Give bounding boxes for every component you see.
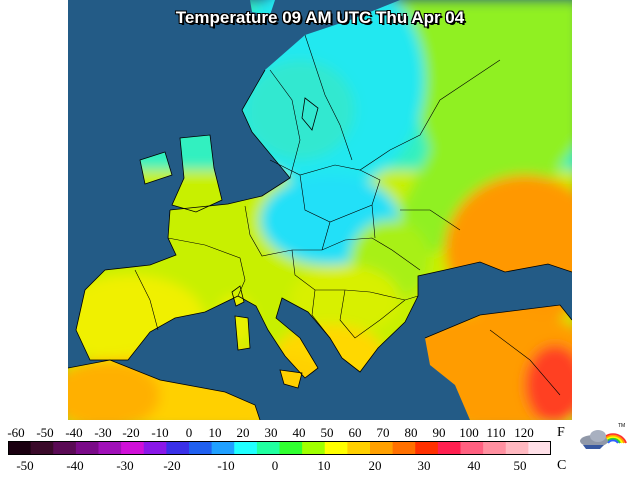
f-tick-label: -50 — [36, 425, 54, 440]
f-tick-label: 80 — [404, 425, 418, 440]
c-tick-label: 40 — [467, 458, 481, 473]
color-scale-cell — [143, 441, 167, 455]
c-tick-label: 30 — [417, 458, 431, 473]
color-scale-cell — [302, 441, 326, 455]
color-scale-cell — [30, 441, 54, 455]
color-scale-cell — [415, 441, 439, 455]
color-scale-cell — [528, 441, 551, 455]
f-tick-label: 120 — [514, 425, 534, 440]
color-scale-cell — [234, 441, 258, 455]
weather-cloud-rainbow-logo: TM — [580, 423, 627, 449]
c-tick-label: 20 — [368, 458, 382, 473]
f-tick-label: 110 — [486, 425, 506, 440]
c-tick-label: -40 — [66, 458, 84, 473]
f-tick-label: 70 — [376, 425, 390, 440]
temperature-map — [68, 0, 572, 420]
color-scale-cell — [505, 441, 529, 455]
f-tick-label: 0 — [185, 425, 193, 440]
color-scale-cell — [279, 441, 303, 455]
c-tick-label: -20 — [163, 458, 181, 473]
color-scale-cell — [189, 441, 213, 455]
color-scale-cell — [483, 441, 507, 455]
f-tick-label: -10 — [151, 425, 169, 440]
f-tick-label: 10 — [208, 425, 222, 440]
color-scale-cell — [347, 441, 371, 455]
c-tick-label: -50 — [16, 458, 34, 473]
f-tick-label: 30 — [264, 425, 278, 440]
c-tick-label: 50 — [513, 458, 527, 473]
f-tick-label: -60 — [7, 425, 25, 440]
f-tick-label: 40 — [292, 425, 306, 440]
color-scale-cell — [121, 441, 145, 455]
color-scale-cell — [211, 441, 235, 455]
color-scale-bar — [8, 441, 551, 455]
f-tick-label: -30 — [94, 425, 112, 440]
c-tick-label: -10 — [217, 458, 235, 473]
f-tick-label: -20 — [122, 425, 140, 440]
country-borders — [134, 34, 561, 396]
color-scale-cell — [75, 441, 100, 455]
color-scale-cell — [370, 441, 394, 455]
color-scale-cell — [8, 441, 32, 455]
coastlines — [68, 69, 572, 420]
color-scale-cell — [324, 441, 348, 455]
f-tick-label: 90 — [432, 425, 446, 440]
f-tick-label: 60 — [348, 425, 362, 440]
color-scale-cell — [53, 441, 77, 455]
color-scale-cell — [460, 441, 484, 455]
color-scale-cell — [98, 441, 122, 455]
celsius-unit: C — [557, 458, 567, 473]
fahrenheit-unit: F — [557, 425, 565, 440]
color-scale-cell — [392, 441, 416, 455]
map-title: Temperature 09 AM UTC Thu Apr 04 — [175, 8, 465, 27]
color-scale-cell — [166, 441, 190, 455]
c-tick-label: -30 — [116, 458, 134, 473]
f-tick-label: 20 — [236, 425, 250, 440]
c-tick-label: 0 — [271, 458, 279, 473]
f-tick-label: 100 — [459, 425, 479, 440]
svg-text:TM: TM — [618, 423, 625, 429]
c-tick-label: 10 — [317, 458, 331, 473]
color-scale-cell — [256, 441, 281, 455]
f-tick-label: 50 — [320, 425, 334, 440]
f-tick-label: -40 — [65, 425, 83, 440]
color-scale-cell — [437, 441, 462, 455]
